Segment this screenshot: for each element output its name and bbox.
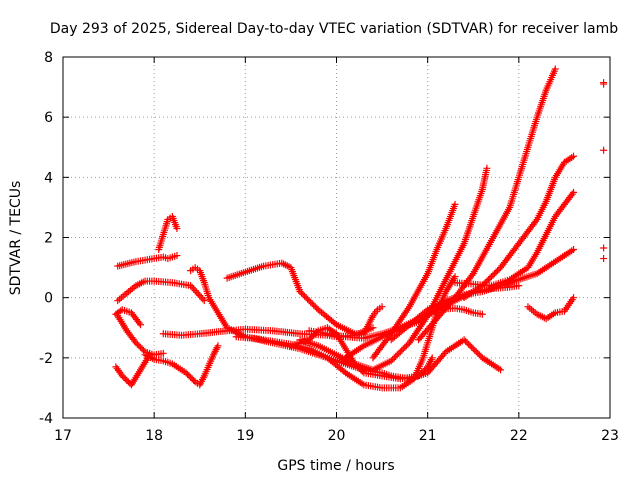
data-point-markers: [114, 312, 167, 359]
series-s3: [114, 277, 208, 305]
series-s10: [223, 259, 386, 338]
series-s20: [460, 152, 578, 302]
x-tick-label: 21: [419, 428, 437, 444]
y-tick-label: 8: [44, 50, 53, 66]
x-tick-label: 18: [145, 428, 163, 444]
data-point-markers: [451, 188, 578, 290]
x-tick-label: 19: [236, 428, 254, 444]
data-point-markers: [369, 200, 459, 362]
x-tick-label: 20: [328, 428, 346, 444]
data-point-markers: [600, 79, 608, 263]
data-point-markers: [112, 351, 154, 389]
y-tick-label: -2: [39, 351, 53, 367]
series-s2: [155, 212, 181, 254]
series-s13: [296, 164, 491, 374]
data-point-markers: [114, 277, 208, 305]
data-point-markers: [114, 252, 181, 270]
x-axis-label: GPS time / hours: [277, 458, 394, 474]
series-s5: [112, 351, 154, 389]
chart-title: Day 293 of 2025, Sidereal Day-to-day VTE…: [50, 21, 618, 37]
data-point-markers: [155, 212, 181, 254]
data-point-markers: [524, 294, 578, 323]
y-tick-label: 0: [44, 291, 53, 307]
data-point-markers: [223, 259, 386, 338]
data-point-markers: [296, 164, 491, 374]
series-s7: [114, 312, 167, 359]
axis-ticks: 17 18 19 20 21 22 23 -4 -2 0 2 4 6 8: [39, 50, 619, 444]
data-points: [112, 65, 608, 392]
y-tick-label: 4: [44, 170, 53, 186]
series-s16: [369, 200, 459, 362]
x-tick-label: 23: [601, 428, 619, 444]
series-s18: [415, 65, 559, 344]
series-s1: [114, 252, 181, 270]
y-axis-label: SDTVAR / TECUs: [8, 181, 24, 296]
data-point-markers: [415, 65, 559, 344]
data-point-markers: [460, 152, 578, 302]
y-tick-label: 2: [44, 231, 53, 247]
y-tick-label: 6: [44, 110, 53, 126]
series-s21: [524, 294, 578, 323]
series-s19: [451, 188, 578, 290]
x-tick-label: 22: [510, 428, 528, 444]
series-s22: [600, 79, 608, 263]
x-tick-label: 17: [54, 428, 72, 444]
y-tick-label: -4: [39, 411, 53, 427]
